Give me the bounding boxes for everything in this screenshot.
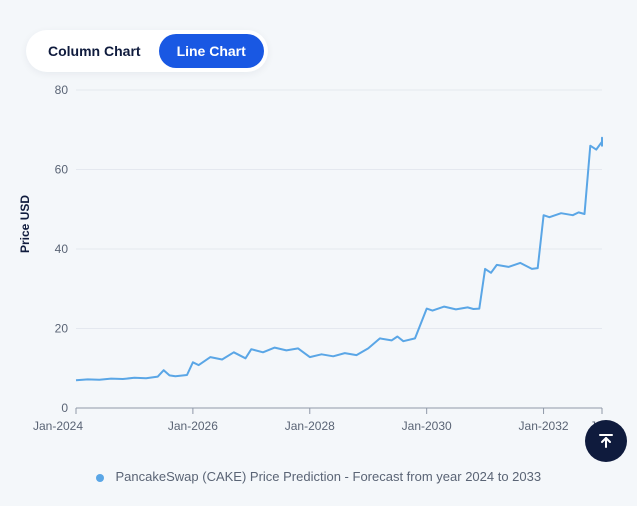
svg-text:Jan-2026: Jan-2026 (168, 419, 218, 433)
chart-type-toggle: Column Chart Line Chart (26, 30, 268, 72)
svg-text:Jan-2032: Jan-2032 (519, 419, 569, 433)
svg-text:80: 80 (55, 83, 69, 97)
svg-text:Jan-2024: Jan-2024 (33, 419, 83, 433)
line-chart-button[interactable]: Line Chart (159, 34, 264, 68)
svg-text:40: 40 (55, 242, 69, 256)
column-chart-button[interactable]: Column Chart (30, 34, 159, 68)
legend: PancakeSwap (CAKE) Price Prediction - Fo… (0, 469, 637, 484)
legend-text: PancakeSwap (CAKE) Price Prediction - Fo… (116, 469, 542, 484)
scroll-top-button[interactable] (585, 420, 627, 462)
svg-text:60: 60 (55, 163, 69, 177)
y-axis-label: Price USD (18, 195, 32, 253)
svg-text:20: 20 (55, 322, 69, 336)
arrow-up-icon (597, 432, 615, 450)
svg-text:Jan-2028: Jan-2028 (285, 419, 335, 433)
price-chart: Price USD 020406080Jan-2024Jan-2026Jan-2… (32, 78, 612, 438)
chart-svg: 0 20 40 60 80 Jan-2024 Jan-2026 Jan-2028 Jan-203… (32, 78, 612, 438)
svg-text:0: 0 (61, 401, 68, 415)
legend-dot (96, 474, 104, 482)
svg-text:Jan-2030: Jan-2030 (402, 419, 452, 433)
